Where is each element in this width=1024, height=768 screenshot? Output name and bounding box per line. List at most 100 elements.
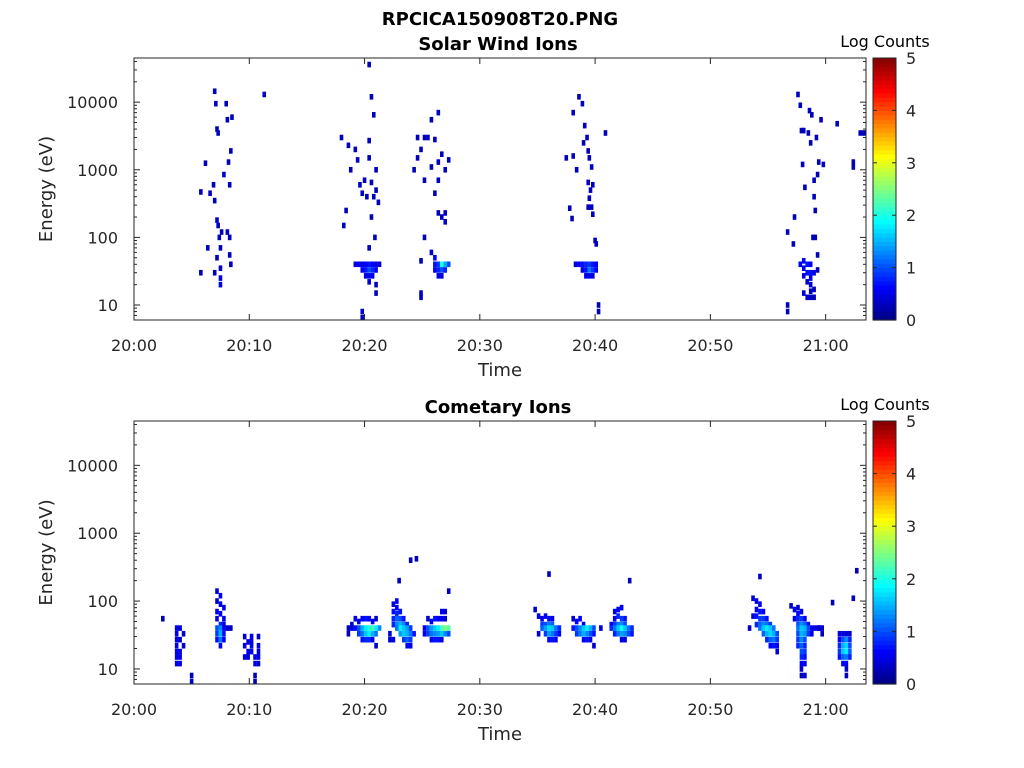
heatmap-cell xyxy=(370,630,375,637)
colorbar-swatch xyxy=(873,250,896,256)
heatmap-cell xyxy=(360,615,365,622)
heatmap-cell xyxy=(603,130,608,136)
heatmap-cell xyxy=(571,109,575,116)
colorbar-swatch xyxy=(873,640,896,646)
heatmap-cell xyxy=(360,636,365,643)
heatmap-cell xyxy=(370,267,375,273)
heatmap-cell xyxy=(370,618,375,625)
colorbar-swatch xyxy=(873,587,896,593)
heatmap-cell xyxy=(215,588,219,594)
colorbar-swatch xyxy=(873,605,896,611)
heatmap-cell xyxy=(208,190,212,197)
heatmap-cell xyxy=(844,672,849,679)
heatmap-cell xyxy=(584,267,588,273)
x-tick-label: 20:30 xyxy=(457,700,503,719)
heatmap-cell xyxy=(374,261,378,268)
heatmap-cell xyxy=(436,630,441,637)
colorbar-swatch xyxy=(873,477,896,483)
heatmap-cell xyxy=(584,261,588,268)
heatmap-cell xyxy=(174,660,179,667)
heatmap-cell xyxy=(419,146,423,153)
y-tick-label: 1000 xyxy=(77,161,118,180)
heatmap-cell xyxy=(616,625,620,631)
colorbar-swatch xyxy=(873,123,896,129)
colorbar-tick-label: 0 xyxy=(906,675,916,694)
colorbar-swatch xyxy=(873,306,896,312)
heatmap-cell xyxy=(218,592,223,599)
heatmap-cell xyxy=(215,630,219,637)
heatmap-cell xyxy=(222,171,226,178)
heatmap-cell xyxy=(229,148,233,154)
colorbar-swatch xyxy=(873,302,896,308)
heatmap-cell xyxy=(344,207,348,214)
colorbar-tick-label: 3 xyxy=(906,154,916,173)
heatmap-cell xyxy=(161,615,165,622)
heatmap-cell xyxy=(356,261,361,268)
heatmap-cell xyxy=(574,630,579,637)
x-tick-label: 20:30 xyxy=(457,336,503,355)
heatmap-cell xyxy=(363,267,368,273)
heatmap-cell xyxy=(356,618,361,625)
heatmap-cell xyxy=(799,666,804,672)
heatmap-cell xyxy=(222,636,226,643)
colorbar-swatch xyxy=(873,154,896,160)
heatmap-cell xyxy=(215,636,219,643)
heatmap-cell xyxy=(181,642,186,649)
heatmap-cell xyxy=(589,204,594,210)
colorbar-swatch xyxy=(873,508,896,514)
heatmap-cell xyxy=(246,648,250,655)
heatmap-cell xyxy=(540,621,544,628)
heatmap-cell xyxy=(367,279,371,285)
heatmap-cell xyxy=(585,636,589,643)
heatmap-cell xyxy=(808,140,813,146)
heatmap-cell xyxy=(226,159,231,165)
heatmap-cell xyxy=(543,621,548,628)
colorbar-swatch xyxy=(873,136,896,142)
y-tick-label: 10 xyxy=(98,296,118,315)
colorbar-swatch xyxy=(873,66,896,72)
heatmap-cell xyxy=(199,189,203,195)
heatmap-cell xyxy=(429,625,434,631)
heatmap-cell xyxy=(362,177,367,184)
heatmap-cell xyxy=(805,294,810,301)
heatmap-cell xyxy=(554,636,558,643)
heatmap-cell xyxy=(395,625,399,631)
heatmap-cell xyxy=(754,598,759,604)
heatmap-cell xyxy=(203,160,208,167)
heatmap-cell xyxy=(567,205,572,212)
heatmap-cell xyxy=(429,630,434,637)
heatmap-cell xyxy=(216,130,220,136)
heatmap-cell xyxy=(429,116,434,123)
heatmap-cell xyxy=(363,630,368,637)
heatmap-cell xyxy=(775,630,780,637)
colorbar-swatch xyxy=(873,167,896,173)
heatmap-cell xyxy=(848,636,852,643)
heatmap-cell xyxy=(771,630,776,637)
colorbar-swatch xyxy=(873,609,896,615)
heatmap-cell xyxy=(803,654,807,660)
heatmap-cell xyxy=(821,161,826,168)
heatmap-cell xyxy=(395,621,399,628)
heatmap-cell xyxy=(391,615,396,622)
colorbar-swatch xyxy=(873,162,896,168)
colorbar-swatch xyxy=(873,491,896,497)
heatmap-cell xyxy=(798,261,803,268)
heatmap-cell xyxy=(798,102,803,109)
colorbar-swatch xyxy=(873,517,896,523)
heatmap-cell xyxy=(211,181,216,188)
heatmap-cell xyxy=(581,621,586,628)
heatmap-cell xyxy=(350,625,354,631)
heatmap-cell xyxy=(367,261,371,268)
heatmap-cell xyxy=(841,630,845,637)
heatmap-cell xyxy=(812,294,816,301)
heatmap-cell xyxy=(785,302,790,308)
heatmap-cell xyxy=(217,234,222,241)
heatmap-cell xyxy=(439,261,444,268)
heatmap-cell xyxy=(374,187,378,193)
heatmap-cell xyxy=(214,100,218,107)
heatmap-cell xyxy=(589,164,594,170)
heatmap-cell xyxy=(808,288,813,294)
heatmap-cell xyxy=(609,625,614,631)
heatmap-cell xyxy=(584,273,588,279)
